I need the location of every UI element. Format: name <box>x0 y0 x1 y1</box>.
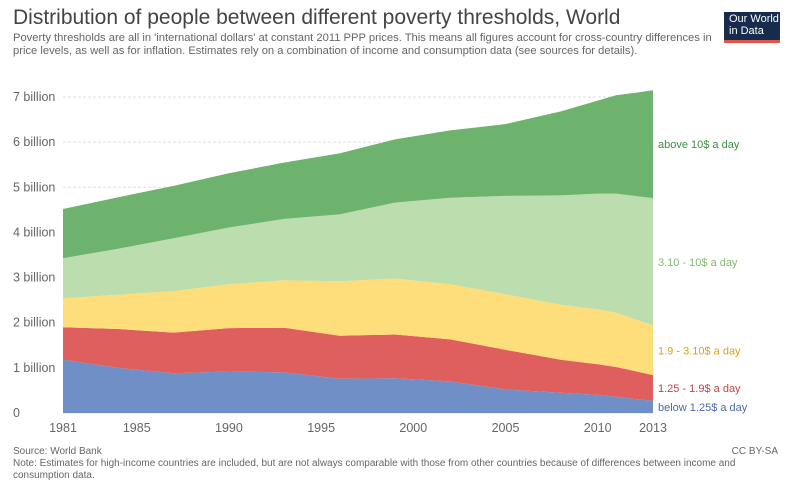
logo-text: Our World in Data <box>729 13 779 37</box>
y-tick-label: 7 billion <box>13 90 55 104</box>
y-tick-label: 6 billion <box>13 135 55 149</box>
license-text[interactable]: CC BY-SA <box>731 446 778 457</box>
chart-subtitle: Poverty thresholds are all in 'internati… <box>13 32 712 57</box>
area-1-25-1-9-a-day <box>63 327 653 401</box>
area-1-9-3-10-a-day <box>63 278 653 376</box>
y-axis: 0 1 billion 2 billion 3 billion 4 billion 5 b… <box>13 90 55 420</box>
x-tick-label: 2005 <box>492 421 520 435</box>
y-tick-label: 2 billion <box>13 316 55 330</box>
series-labels: below 1.25$ a day 1.25 - 1.9$ a day 1.9 - … <box>658 139 748 414</box>
y-tick-label: 4 billion <box>13 225 55 239</box>
area-above-10-a-day <box>63 90 653 259</box>
x-tick-label: 2013 <box>639 421 667 435</box>
series-label: 1.25 - 1.9$ a day <box>658 383 741 395</box>
y-tick-label: 1 billion <box>13 361 55 375</box>
series-label: 3.10 - 10$ a day <box>658 257 738 269</box>
series-label: below 1.25$ a day <box>658 402 748 414</box>
series-label: 1.9 - 3.10$ a day <box>658 345 741 357</box>
x-tick-label: 1995 <box>307 421 335 435</box>
x-tick-label: 1990 <box>215 421 243 435</box>
area-3-10-10-a-day <box>63 193 653 326</box>
y-tick-label: 0 <box>13 406 20 420</box>
area-below-1-25-a-day <box>63 359 653 413</box>
area-series <box>63 90 653 413</box>
series-label: above 10$ a day <box>658 139 740 151</box>
y-tick-label: 3 billion <box>13 271 55 285</box>
x-tick-label: 2000 <box>399 421 427 435</box>
source-text: Source: World Bank <box>13 446 102 457</box>
footnote: Note: Estimates for high-income countrie… <box>13 458 736 481</box>
poverty-area-chart: 0 1 billion 2 billion 3 billion 4 billion 5 b… <box>13 90 748 435</box>
logo-accent-bar <box>724 40 780 43</box>
x-tick-label: 2010 <box>584 421 612 435</box>
x-tick-label: 1985 <box>123 421 151 435</box>
chart-title: Distribution of people between different… <box>13 6 621 29</box>
x-axis: 1981 1985 1990 1995 2000 2005 2010 2013 <box>49 421 667 435</box>
x-tick-label: 1981 <box>49 421 77 435</box>
y-tick-label: 5 billion <box>13 180 55 194</box>
owid-logo[interactable]: Our World in Data <box>724 12 780 43</box>
